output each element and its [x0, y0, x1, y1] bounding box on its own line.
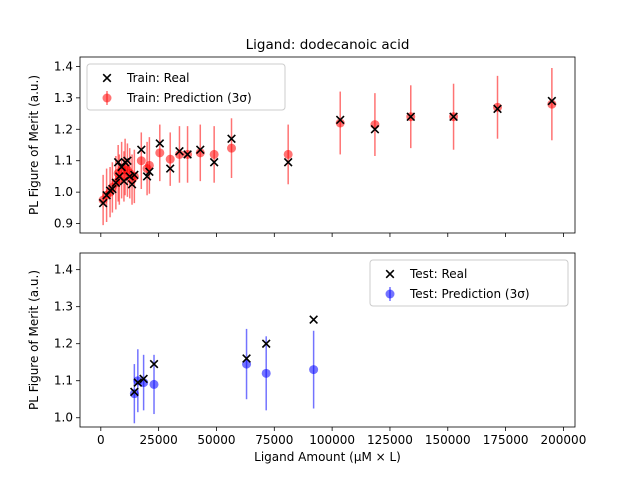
prediction-point	[155, 148, 165, 158]
y-tick-label: 1.2	[54, 122, 73, 136]
legend-marker-prediction	[102, 93, 112, 103]
y-axis-label: PL Figure of Merit (a.u.)	[27, 75, 41, 215]
real-point	[242, 354, 251, 363]
real-point	[547, 96, 557, 106]
real-point	[209, 157, 219, 167]
prediction-point	[261, 368, 271, 378]
y-tick-label: 1.1	[54, 374, 73, 388]
legend-box	[86, 63, 286, 111]
real-point	[283, 157, 293, 167]
real-point	[127, 179, 137, 189]
real-point	[111, 178, 121, 188]
prediction-point	[227, 143, 237, 153]
real-point	[125, 172, 135, 181]
y-tick-label: 1.3	[54, 91, 73, 105]
plot-frame	[79, 56, 576, 234]
prediction-point	[283, 149, 293, 159]
x-tick-label: 175000	[483, 433, 529, 447]
x-tick-label: 50000	[197, 433, 235, 447]
real-point	[195, 145, 205, 155]
y-axis-label: PL Figure of Merit (a.u.)	[27, 270, 41, 410]
legend-marker-real	[102, 73, 112, 83]
legend-marker-real	[385, 269, 395, 279]
legend-box	[369, 259, 569, 307]
prediction-point	[195, 148, 205, 158]
real-point	[136, 145, 146, 155]
real-point	[493, 104, 502, 114]
real-point	[406, 112, 416, 122]
y-tick-label: 1.2	[54, 337, 73, 351]
real-point	[139, 374, 148, 384]
real-point	[183, 150, 192, 159]
prediction-point	[149, 379, 159, 389]
real-point	[227, 134, 236, 144]
real-point	[155, 139, 165, 148]
prediction-point	[547, 99, 557, 109]
prediction-point	[209, 149, 219, 159]
legend-label: Test: Prediction (3σ)	[409, 287, 530, 301]
real-point	[145, 167, 154, 177]
real-point	[335, 115, 345, 125]
prediction-point	[129, 171, 139, 181]
x-tick-label: 125000	[367, 433, 413, 447]
x-tick-label: 200000	[541, 433, 587, 447]
x-tick-label: 100000	[309, 433, 355, 447]
y-tick-label: 1.0	[54, 411, 73, 425]
top-panel: Ligand: dodecanoic acid 0.9 1.0 1.1 1.2 1.3 1.…	[27, 37, 576, 237]
y-tick-label: 1.0	[54, 185, 73, 199]
prediction-point	[335, 118, 345, 128]
prediction-point	[174, 149, 184, 159]
legend-label: Test: Real	[409, 267, 467, 281]
real-point	[113, 157, 123, 167]
real-point	[98, 198, 108, 208]
real-point	[133, 378, 143, 387]
chart-title: Ligand: dodecanoic acid	[246, 37, 410, 53]
y-tick-label: 1.3	[54, 300, 73, 314]
x-tick-label: 25000	[140, 433, 178, 447]
bottom-panel: 1.0 1.1 1.2 1.3 1.4 0 25000 50000 75000 100000 125…	[27, 252, 587, 464]
real-point	[449, 112, 458, 122]
prediction-point	[144, 160, 154, 170]
real-point	[108, 184, 117, 194]
real-point	[309, 315, 318, 325]
legend-label: Train: Prediction (3σ)	[126, 91, 252, 105]
legend-marker-prediction	[385, 289, 395, 299]
real-point	[149, 359, 159, 369]
prediction-point	[370, 120, 380, 130]
real-point	[129, 170, 139, 180]
real-point	[261, 339, 271, 349]
prediction-point	[165, 154, 175, 164]
x-tick-label: 75000	[255, 433, 293, 447]
real-point	[129, 387, 139, 397]
y-tick-label: 0.9	[54, 217, 73, 231]
prediction-point	[309, 365, 319, 375]
y-tick-label: 1.4	[54, 263, 73, 277]
prediction-point	[136, 156, 146, 166]
x-tick-label: 0	[97, 433, 105, 447]
real-point	[123, 156, 132, 166]
real-point	[175, 146, 184, 156]
y-tick-label: 1.1	[54, 154, 73, 168]
y-tick-label: 1.4	[54, 59, 73, 73]
prediction-point	[129, 389, 139, 399]
prediction-point	[493, 102, 503, 112]
real-point	[142, 172, 152, 181]
real-point	[370, 124, 380, 134]
legend-label: Train: Real	[126, 71, 190, 85]
real-point	[165, 164, 175, 173]
plot-frame	[79, 252, 576, 428]
x-tick-label: 150000	[425, 433, 471, 447]
x-axis-label: Ligand Amount (μM × L)	[254, 450, 401, 464]
